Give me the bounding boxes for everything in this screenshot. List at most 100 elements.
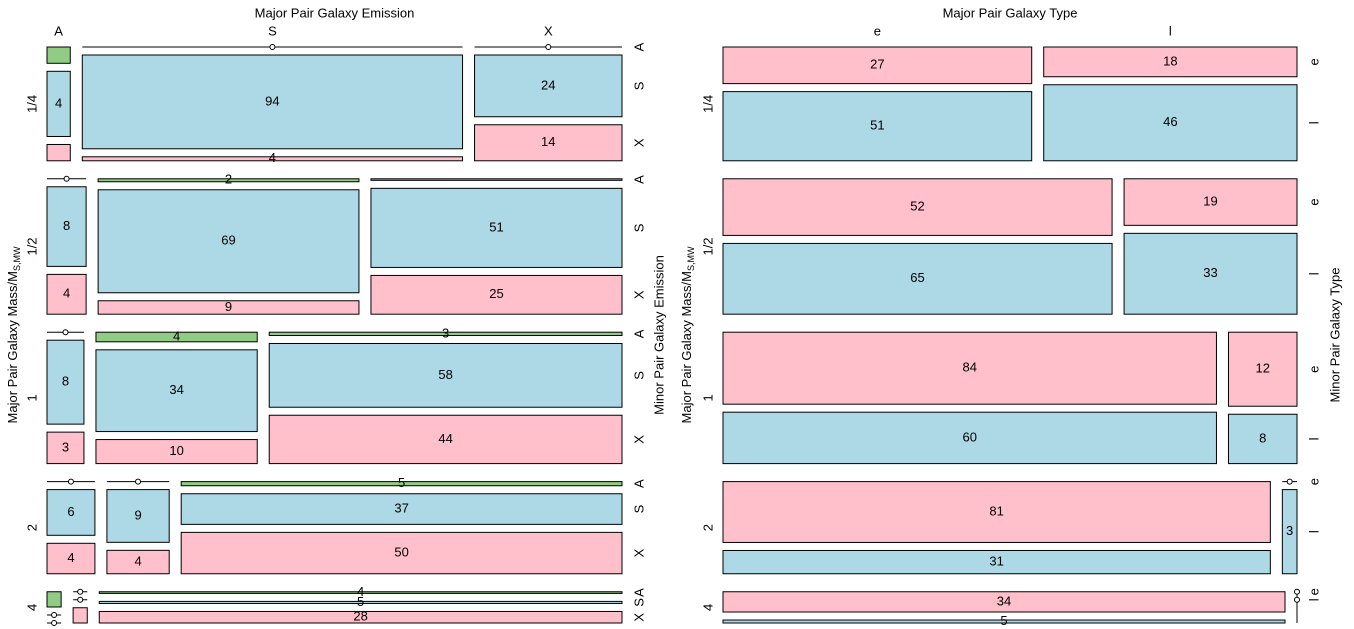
y-axis-title-sub: S,MW (12, 246, 22, 271)
sub-label: e (1306, 478, 1321, 485)
cell-label: 60 (962, 429, 976, 444)
cell-label: 94 (265, 93, 279, 108)
cell-label: 14 (541, 134, 555, 149)
cell-label: 12 (1255, 361, 1269, 376)
cell-label: 4 (67, 550, 74, 565)
column-label: e (874, 23, 881, 38)
cell (474, 124, 623, 162)
zero-cell (77, 596, 84, 603)
zero-cell (1294, 596, 1300, 603)
cell (46, 143, 71, 162)
cell (46, 591, 62, 608)
cell (722, 331, 1217, 405)
column-label: X (544, 23, 553, 38)
sub-label: X (631, 548, 646, 557)
zero-cell (67, 478, 74, 485)
sub-label: S (631, 598, 646, 607)
y-axis-title: Major Pair Galaxy Mass/MS,MW (679, 246, 696, 423)
cell (72, 607, 88, 624)
cell (1123, 178, 1298, 226)
cell (46, 339, 85, 425)
cell-label: 4 (173, 328, 180, 343)
y-axis-title-main: Major Pair Galaxy Mass/M (679, 271, 694, 423)
sub-label: S (631, 504, 646, 513)
sub-label: e (1306, 366, 1321, 373)
zero-cell (62, 329, 69, 336)
sub-label: X (631, 435, 646, 444)
y-axis-title-sub: S,MW (686, 246, 696, 271)
cell-label: 44 (438, 431, 452, 446)
cell-label: 10 (169, 443, 183, 458)
cell-label: 52 (910, 199, 924, 214)
cell-label: 69 (221, 233, 235, 248)
cell (97, 178, 360, 183)
cell (46, 186, 87, 267)
cell-label: 37 (394, 500, 408, 515)
sub-label: A (631, 329, 646, 338)
cell-label: 84 (962, 360, 976, 375)
sub-label: S (631, 81, 646, 90)
zero-cell (1286, 478, 1293, 485)
cell (722, 619, 1286, 624)
cell-label: 8 (63, 218, 70, 233)
zero-cell (51, 620, 58, 626)
cell (46, 273, 87, 315)
row-label: 1/4 (24, 95, 39, 113)
cell-label: 28 (353, 609, 367, 624)
cell-label: 33 (1203, 265, 1217, 280)
cell (46, 489, 96, 536)
cell-label: 25 (489, 286, 503, 301)
cell-label: 46 (1163, 114, 1177, 129)
cell-label: 18 (1163, 53, 1177, 68)
cell (95, 349, 258, 433)
y2-axis-title: Minor Pair Galaxy Emission (651, 255, 666, 415)
chart-title: Major Pair Galaxy Type (943, 5, 1078, 20)
cell (722, 91, 1033, 162)
cell-label: 51 (489, 219, 503, 234)
cell-label: 8 (62, 374, 69, 389)
cell-label: 6 (67, 504, 74, 519)
cell (722, 411, 1217, 465)
cell-label: 3 (442, 325, 449, 340)
sub-label: e (1306, 588, 1321, 595)
cell (1281, 489, 1298, 575)
row-label: 2 (700, 524, 715, 531)
cell-label: 4 (63, 286, 70, 301)
cell-label: 81 (989, 503, 1003, 518)
cell-label: 50 (394, 544, 408, 559)
cell (98, 600, 623, 604)
cell (268, 414, 623, 465)
row-label: 4 (24, 604, 39, 611)
cell (98, 591, 623, 594)
row-label: 1/4 (700, 95, 715, 113)
cell (722, 178, 1113, 236)
y-axis-title: Major Pair Galaxy Mass/MS,MW (5, 246, 22, 423)
row-label: 2 (24, 524, 39, 531)
cell-label: 2 (225, 172, 232, 187)
sub-label: A (631, 42, 646, 51)
sub-label: X (631, 290, 646, 299)
cell (180, 531, 623, 575)
cell (46, 431, 85, 465)
zero-cell (545, 44, 552, 50)
cell (81, 156, 464, 162)
cell (1123, 232, 1298, 315)
cell-label: 5 (357, 594, 364, 609)
cell-label: 51 (870, 118, 884, 133)
cell-label: 4 (357, 584, 364, 599)
zero-cell (51, 612, 58, 618)
sub-label: e (1306, 198, 1321, 205)
zero-cell (1294, 588, 1300, 595)
cell (46, 70, 71, 137)
cell-label: 34 (169, 382, 183, 397)
row-label: 1/2 (24, 237, 39, 255)
cell (370, 178, 623, 181)
cell (106, 489, 170, 543)
cell (722, 242, 1113, 315)
cell-label: 34 (997, 593, 1011, 608)
cell (1043, 84, 1298, 162)
row-label: 4 (700, 604, 715, 611)
cell (1043, 46, 1298, 78)
cell (268, 342, 623, 408)
zero-cell (135, 478, 142, 485)
